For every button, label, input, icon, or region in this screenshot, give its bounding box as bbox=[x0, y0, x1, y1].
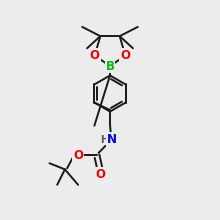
Text: O: O bbox=[90, 49, 100, 62]
Text: N: N bbox=[107, 133, 117, 146]
Text: O: O bbox=[120, 49, 130, 62]
Text: B: B bbox=[106, 59, 114, 73]
Text: O: O bbox=[95, 168, 106, 181]
Text: O: O bbox=[73, 148, 83, 162]
Text: H: H bbox=[101, 135, 108, 145]
